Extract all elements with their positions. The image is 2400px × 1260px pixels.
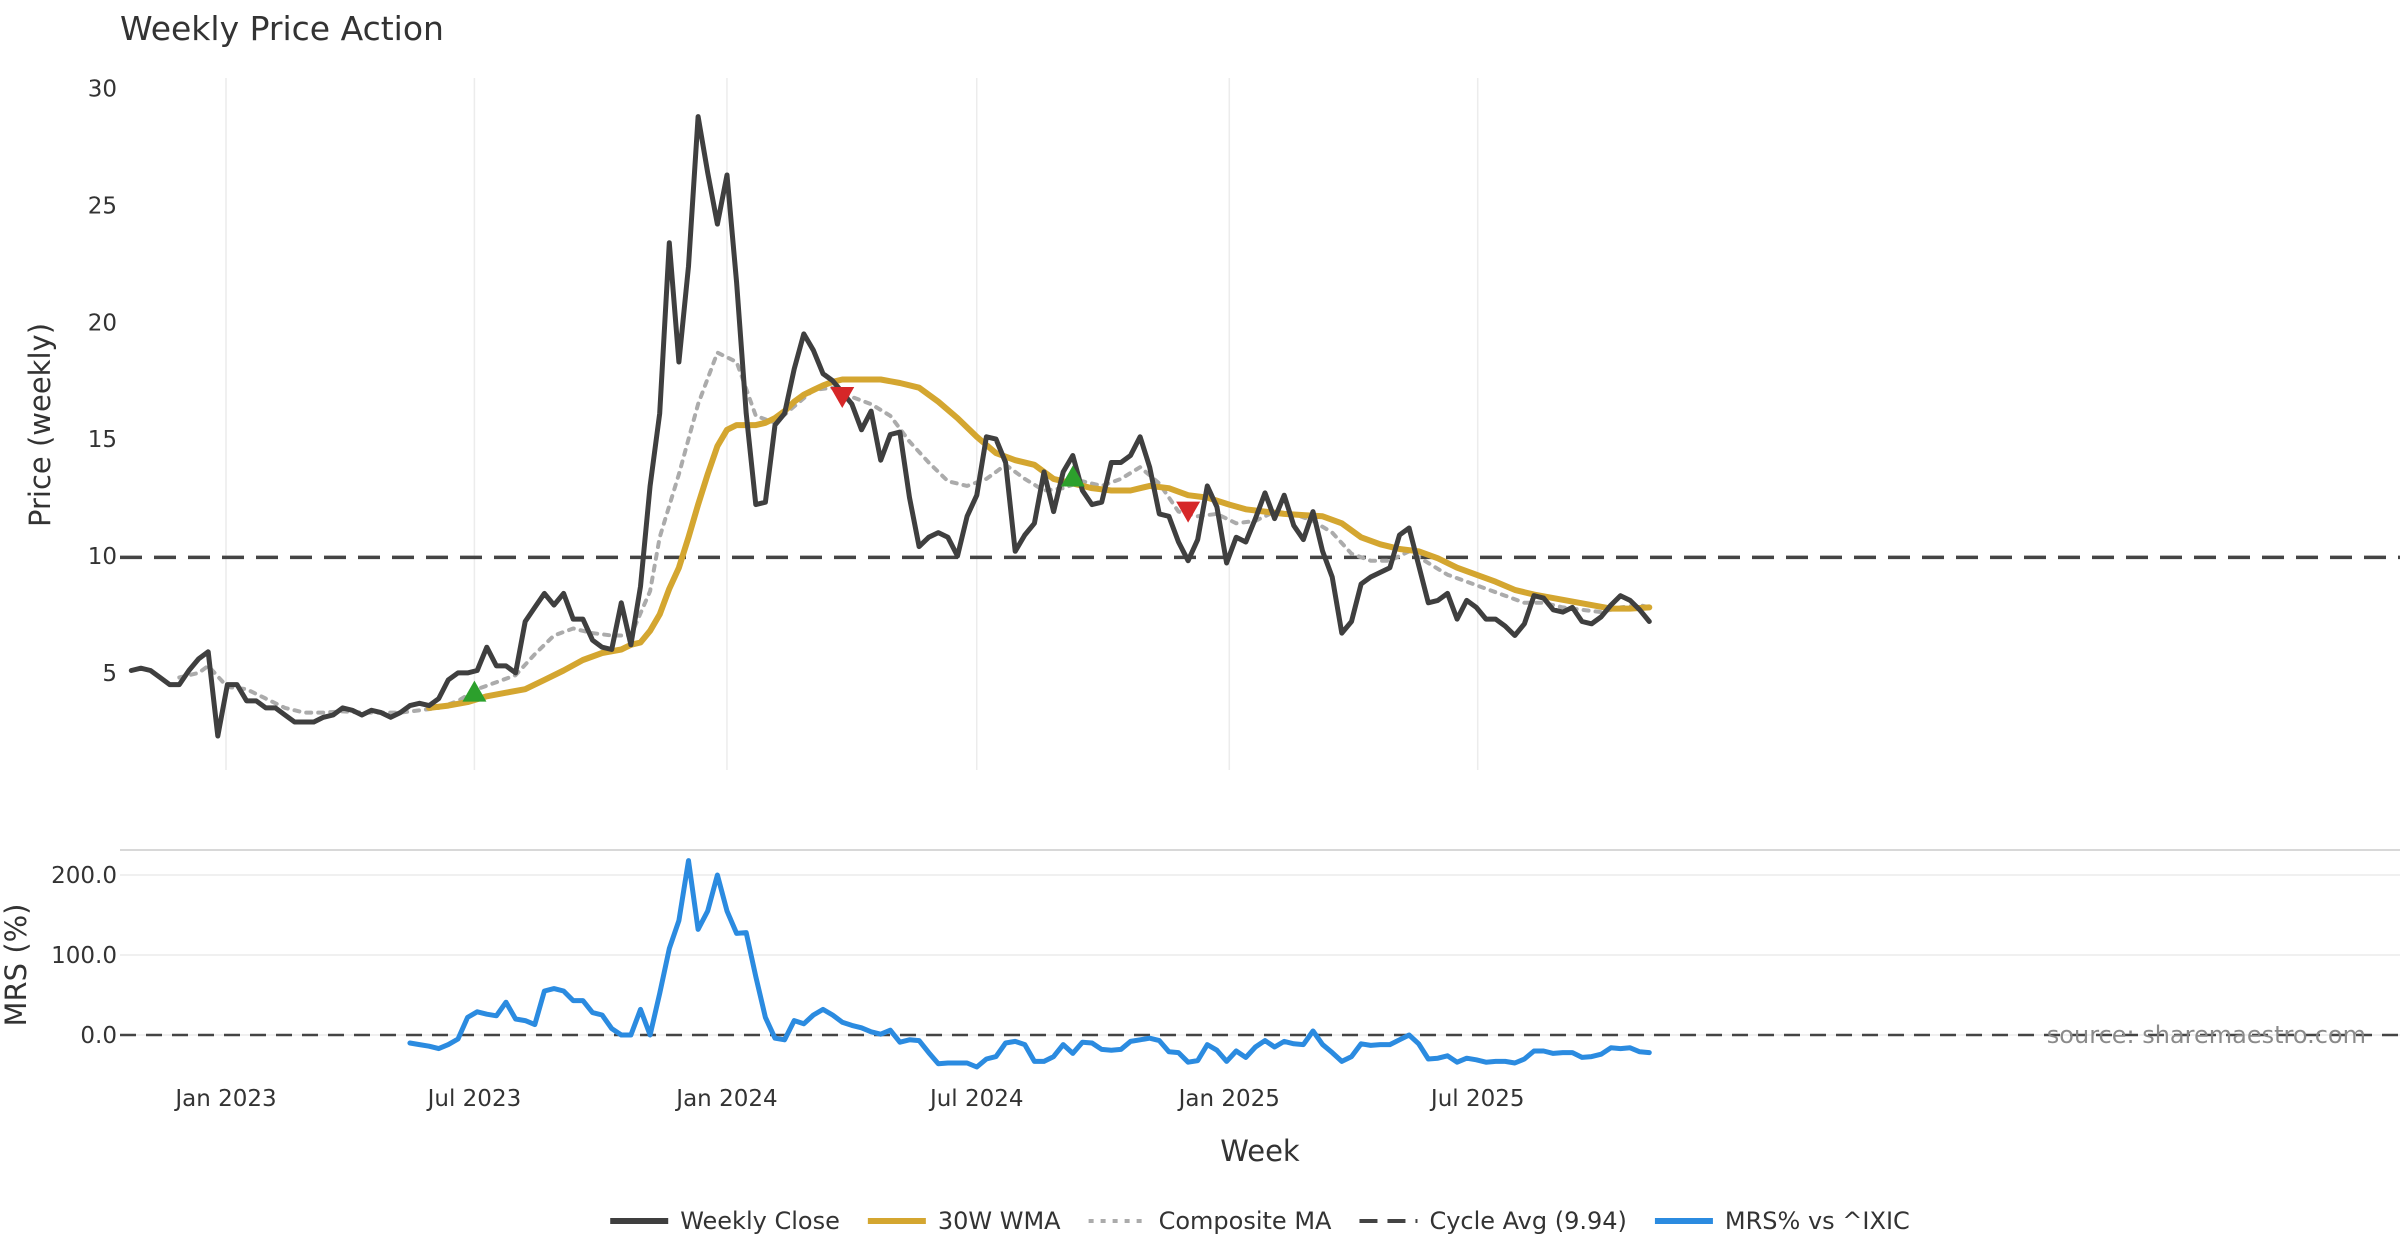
legend-label: 30W WMA [938, 1207, 1061, 1235]
x-tick-label: Jul 2024 [928, 1086, 1024, 1112]
mrs-y-tick-label: 100.0 [51, 943, 117, 969]
buy-signal-marker [462, 680, 487, 702]
x-tick-label: Jan 2023 [173, 1086, 276, 1112]
legend-label: Weekly Close [680, 1207, 840, 1235]
legend-label: MRS% vs ^IXIC [1725, 1207, 1910, 1235]
price-y-tick-label: 20 [88, 310, 117, 336]
30w-wma-line [426, 376, 1653, 711]
signal-markers [462, 387, 1201, 702]
price-y-ticks: 5 10 15 20 25 30 [88, 77, 117, 687]
mrs-grid [120, 874, 2400, 1036]
mrs-y-axis-label: MRS (%) [0, 904, 33, 1027]
x-tick-label: Jan 2024 [674, 1086, 777, 1112]
mrs-vs-ixic-line [407, 858, 1652, 1070]
mrs-series [120, 858, 2400, 1070]
price-y-tick-label: 30 [88, 77, 117, 103]
price-y-tick-label: 25 [88, 193, 117, 219]
price-y-axis-label: Price (weekly) [23, 323, 57, 527]
chart-title: Weekly Price Action [120, 9, 444, 48]
sell-signal-marker [830, 387, 855, 409]
weekly-close-line [128, 114, 1652, 739]
mrs-y-tick-label: 200.0 [51, 863, 117, 889]
x-tick-label: Jul 2023 [426, 1086, 522, 1112]
mrs-y-tick-label: 0.0 [80, 1023, 117, 1049]
price-y-tick-label: 15 [88, 427, 117, 453]
legend-label: Cycle Avg (9.94) [1429, 1207, 1626, 1235]
x-tick-labels: Jan 2023 Jul 2023 Jan 2024 Jul 2024 Jan 2025… [173, 1086, 1524, 1112]
buy-signal-marker [1060, 465, 1085, 487]
price-series [120, 114, 2400, 739]
price-y-tick-label: 5 [102, 661, 117, 687]
source-watermark: source: sharemaestro.com [2047, 1021, 2366, 1049]
price-grid [225, 78, 1479, 770]
sell-signal-marker [1176, 501, 1201, 523]
x-axis-label: Week [1220, 1134, 1300, 1168]
legend-label: Composite MA [1159, 1207, 1332, 1235]
legend: Weekly Close 30W WMA Composite MA Cycle Avg… [610, 1207, 1910, 1235]
x-tick-label: Jul 2025 [1429, 1086, 1525, 1112]
price-y-tick-label: 10 [88, 544, 117, 570]
x-tick-label: Jan 2025 [1177, 1086, 1280, 1112]
mrs-y-ticks: 0.0 100.0 200.0 [51, 863, 117, 1049]
